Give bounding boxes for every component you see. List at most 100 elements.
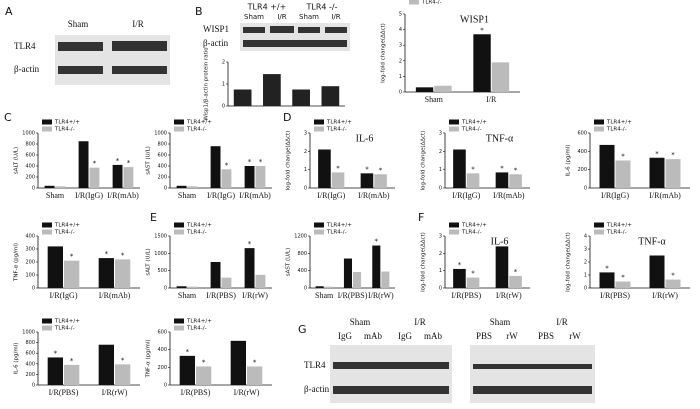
- significance-mark: *: [471, 165, 475, 173]
- significance-mark: *: [186, 348, 190, 356]
- y-axis-label: sAST (U/L): [286, 248, 292, 276]
- legend-swatch: [174, 229, 184, 235]
- significance-mark: *: [225, 161, 229, 169]
- y-tick-label: 0: [164, 286, 167, 292]
- y-tick-label: 1000: [22, 330, 35, 336]
- legend-label: TLR4+/+: [606, 223, 632, 229]
- y-tick-label: 1: [439, 268, 442, 274]
- x-tick-label: I/R(rW): [234, 388, 260, 397]
- y-tick-label: 0: [439, 186, 442, 192]
- x-tick-label: I/R(IgG): [317, 191, 345, 200]
- y-tick-label: 0: [164, 383, 167, 389]
- y-tick-label: 200: [577, 167, 587, 173]
- bar: [649, 255, 665, 288]
- legend-label: TLR4-/-: [461, 127, 482, 133]
- bar: [221, 277, 232, 288]
- legend-swatch: [594, 119, 604, 125]
- y-tick-label: 0: [222, 104, 225, 110]
- legend-label: TLR4+/+: [606, 120, 632, 126]
- legend-swatch: [42, 318, 52, 324]
- bar: [244, 166, 255, 188]
- y-tick-label: 800: [297, 251, 307, 257]
- legend-label: TLR4+/+: [461, 120, 487, 126]
- x-tick-label: I/R(PBS): [206, 291, 236, 300]
- significance-mark: *: [202, 358, 206, 366]
- bar: [179, 355, 195, 385]
- significance-mark: *: [365, 165, 369, 173]
- significance-mark: *: [336, 164, 340, 172]
- bar: [318, 149, 331, 188]
- x-tick-label: I/R(rW): [652, 291, 678, 300]
- chart: 0 100 200 300 400 TNF-α (pg/ml) I/R(IgG) * I/R(m…: [14, 222, 140, 300]
- x-tick-label: I/R(IgG): [452, 191, 480, 200]
- chart: 0 1 2 Wisp1/β-actin protein ratio: [204, 47, 345, 121]
- y-tick-label: 1: [584, 273, 587, 279]
- band: [473, 386, 592, 394]
- legend-label: TLR4+/+: [54, 120, 80, 126]
- bar: [123, 167, 134, 188]
- chart: 0 1 2 3 log-fold change(ΔΔct) TNF-α I/R(IgG) * I…: [421, 119, 530, 200]
- legend-swatch: [42, 119, 52, 125]
- legend-label: TLR4-/-: [186, 326, 207, 332]
- bar: [98, 344, 114, 385]
- band: [333, 362, 449, 369]
- y-tick-label: 1: [439, 167, 442, 173]
- y-tick-label: 3: [439, 131, 442, 137]
- bar: [665, 279, 681, 288]
- group-label: I/R: [556, 317, 568, 327]
- group-label: Sham: [490, 317, 511, 327]
- panel-label: B: [195, 5, 203, 18]
- blot-a: Sham I/R TLR4 β-actin: [14, 19, 170, 85]
- y-tick-label: 1000: [154, 251, 167, 257]
- band: [333, 386, 449, 394]
- bar: [599, 272, 615, 288]
- genotype-label: TLR4 -/-: [305, 3, 337, 12]
- bar: [466, 173, 480, 188]
- x-tick-label: I/R(mAb): [358, 191, 390, 200]
- legend-label: TLR4-/-: [421, 0, 442, 6]
- bar: [343, 258, 352, 288]
- bar: [324, 286, 333, 288]
- y-tick-label: 800: [25, 340, 35, 346]
- y-tick-label: 600: [25, 351, 35, 357]
- bar: [453, 149, 466, 188]
- significance-mark: *: [621, 274, 625, 282]
- y-tick-label: 1200: [294, 234, 307, 240]
- y-tick-label: 1: [399, 74, 402, 80]
- bar: [64, 364, 80, 385]
- bar: [89, 167, 100, 188]
- blot-image: [470, 345, 595, 403]
- y-tick-label: 0: [584, 186, 587, 192]
- bar: [665, 159, 681, 188]
- bar: [415, 87, 434, 92]
- y-tick-label: 3: [304, 131, 307, 137]
- y-tick-label: 1500: [154, 234, 167, 240]
- panel-label: A: [5, 5, 13, 18]
- bar: [321, 86, 340, 106]
- bar: [255, 166, 266, 188]
- bar: [331, 172, 345, 188]
- x-tick-label: I/R(rW): [368, 291, 394, 300]
- y-tick-label: 3: [584, 247, 587, 253]
- y-tick-label: 0: [32, 383, 35, 389]
- bar: [210, 146, 221, 188]
- bar: [210, 262, 221, 288]
- significance-mark: *: [121, 356, 125, 364]
- legend-swatch: [42, 325, 52, 331]
- bar: [491, 62, 510, 92]
- y-axis-label: log-fold change(ΔΔct): [566, 232, 572, 292]
- y-tick-label: 2: [439, 251, 442, 257]
- bar: [47, 246, 63, 288]
- legend-label: TLR4-/-: [54, 230, 75, 236]
- y-tick-label: 200: [25, 372, 35, 378]
- row-label: TLR4: [304, 360, 326, 370]
- x-tick-label: I/R(IgG): [75, 191, 103, 200]
- legend-label: TLR4+/+: [186, 120, 212, 126]
- legend-label: TLR4-/-: [326, 230, 347, 236]
- significance-mark: *: [379, 166, 383, 174]
- legend-label: TLR4+/+: [186, 223, 212, 229]
- bar: [221, 169, 232, 188]
- group-label: Sham: [299, 13, 319, 21]
- bar: [315, 286, 324, 288]
- legend-label: TLR4+/+: [326, 223, 352, 229]
